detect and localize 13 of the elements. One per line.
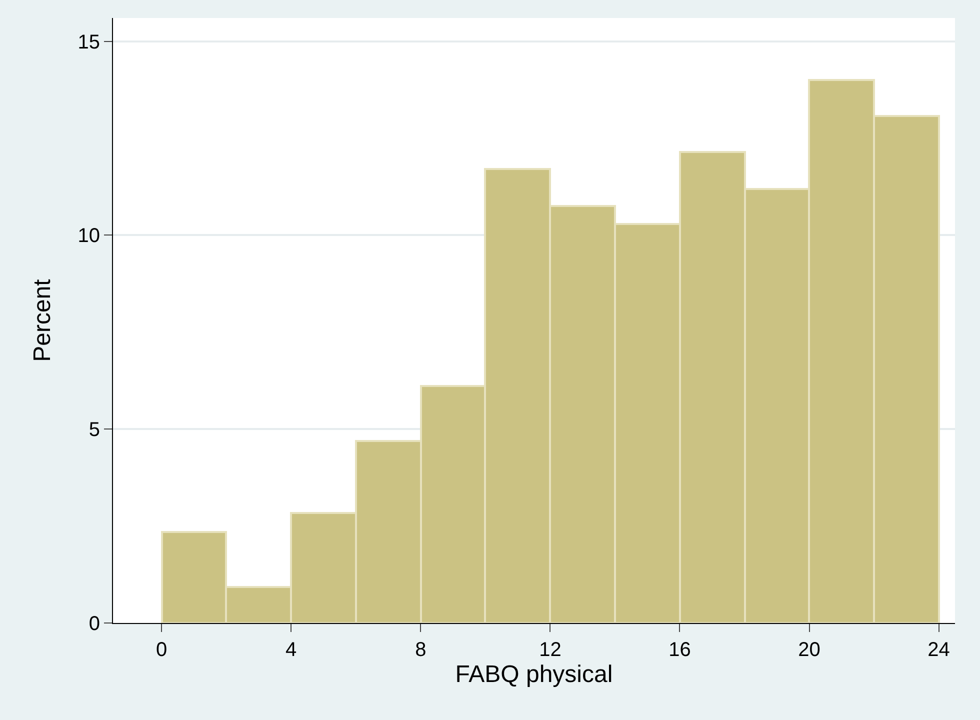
y-tick-label: 10 xyxy=(78,225,100,248)
x-tick-label: 8 xyxy=(415,639,426,661)
y-tick-label: 5 xyxy=(88,419,100,442)
x-tick-label: 12 xyxy=(539,639,562,661)
y-axis-title: Percent xyxy=(28,278,56,362)
x-axis-title: FABQ physical xyxy=(455,661,613,688)
y-tick-label: 0 xyxy=(88,613,100,635)
y-tick-label: 15 xyxy=(78,31,100,54)
x-tick-label: 0 xyxy=(156,639,168,661)
x-tick-label: 4 xyxy=(286,639,297,661)
x-tick-label: 16 xyxy=(668,639,691,661)
x-tick-label: 20 xyxy=(798,639,820,661)
x-tick-label: 24 xyxy=(928,639,950,661)
